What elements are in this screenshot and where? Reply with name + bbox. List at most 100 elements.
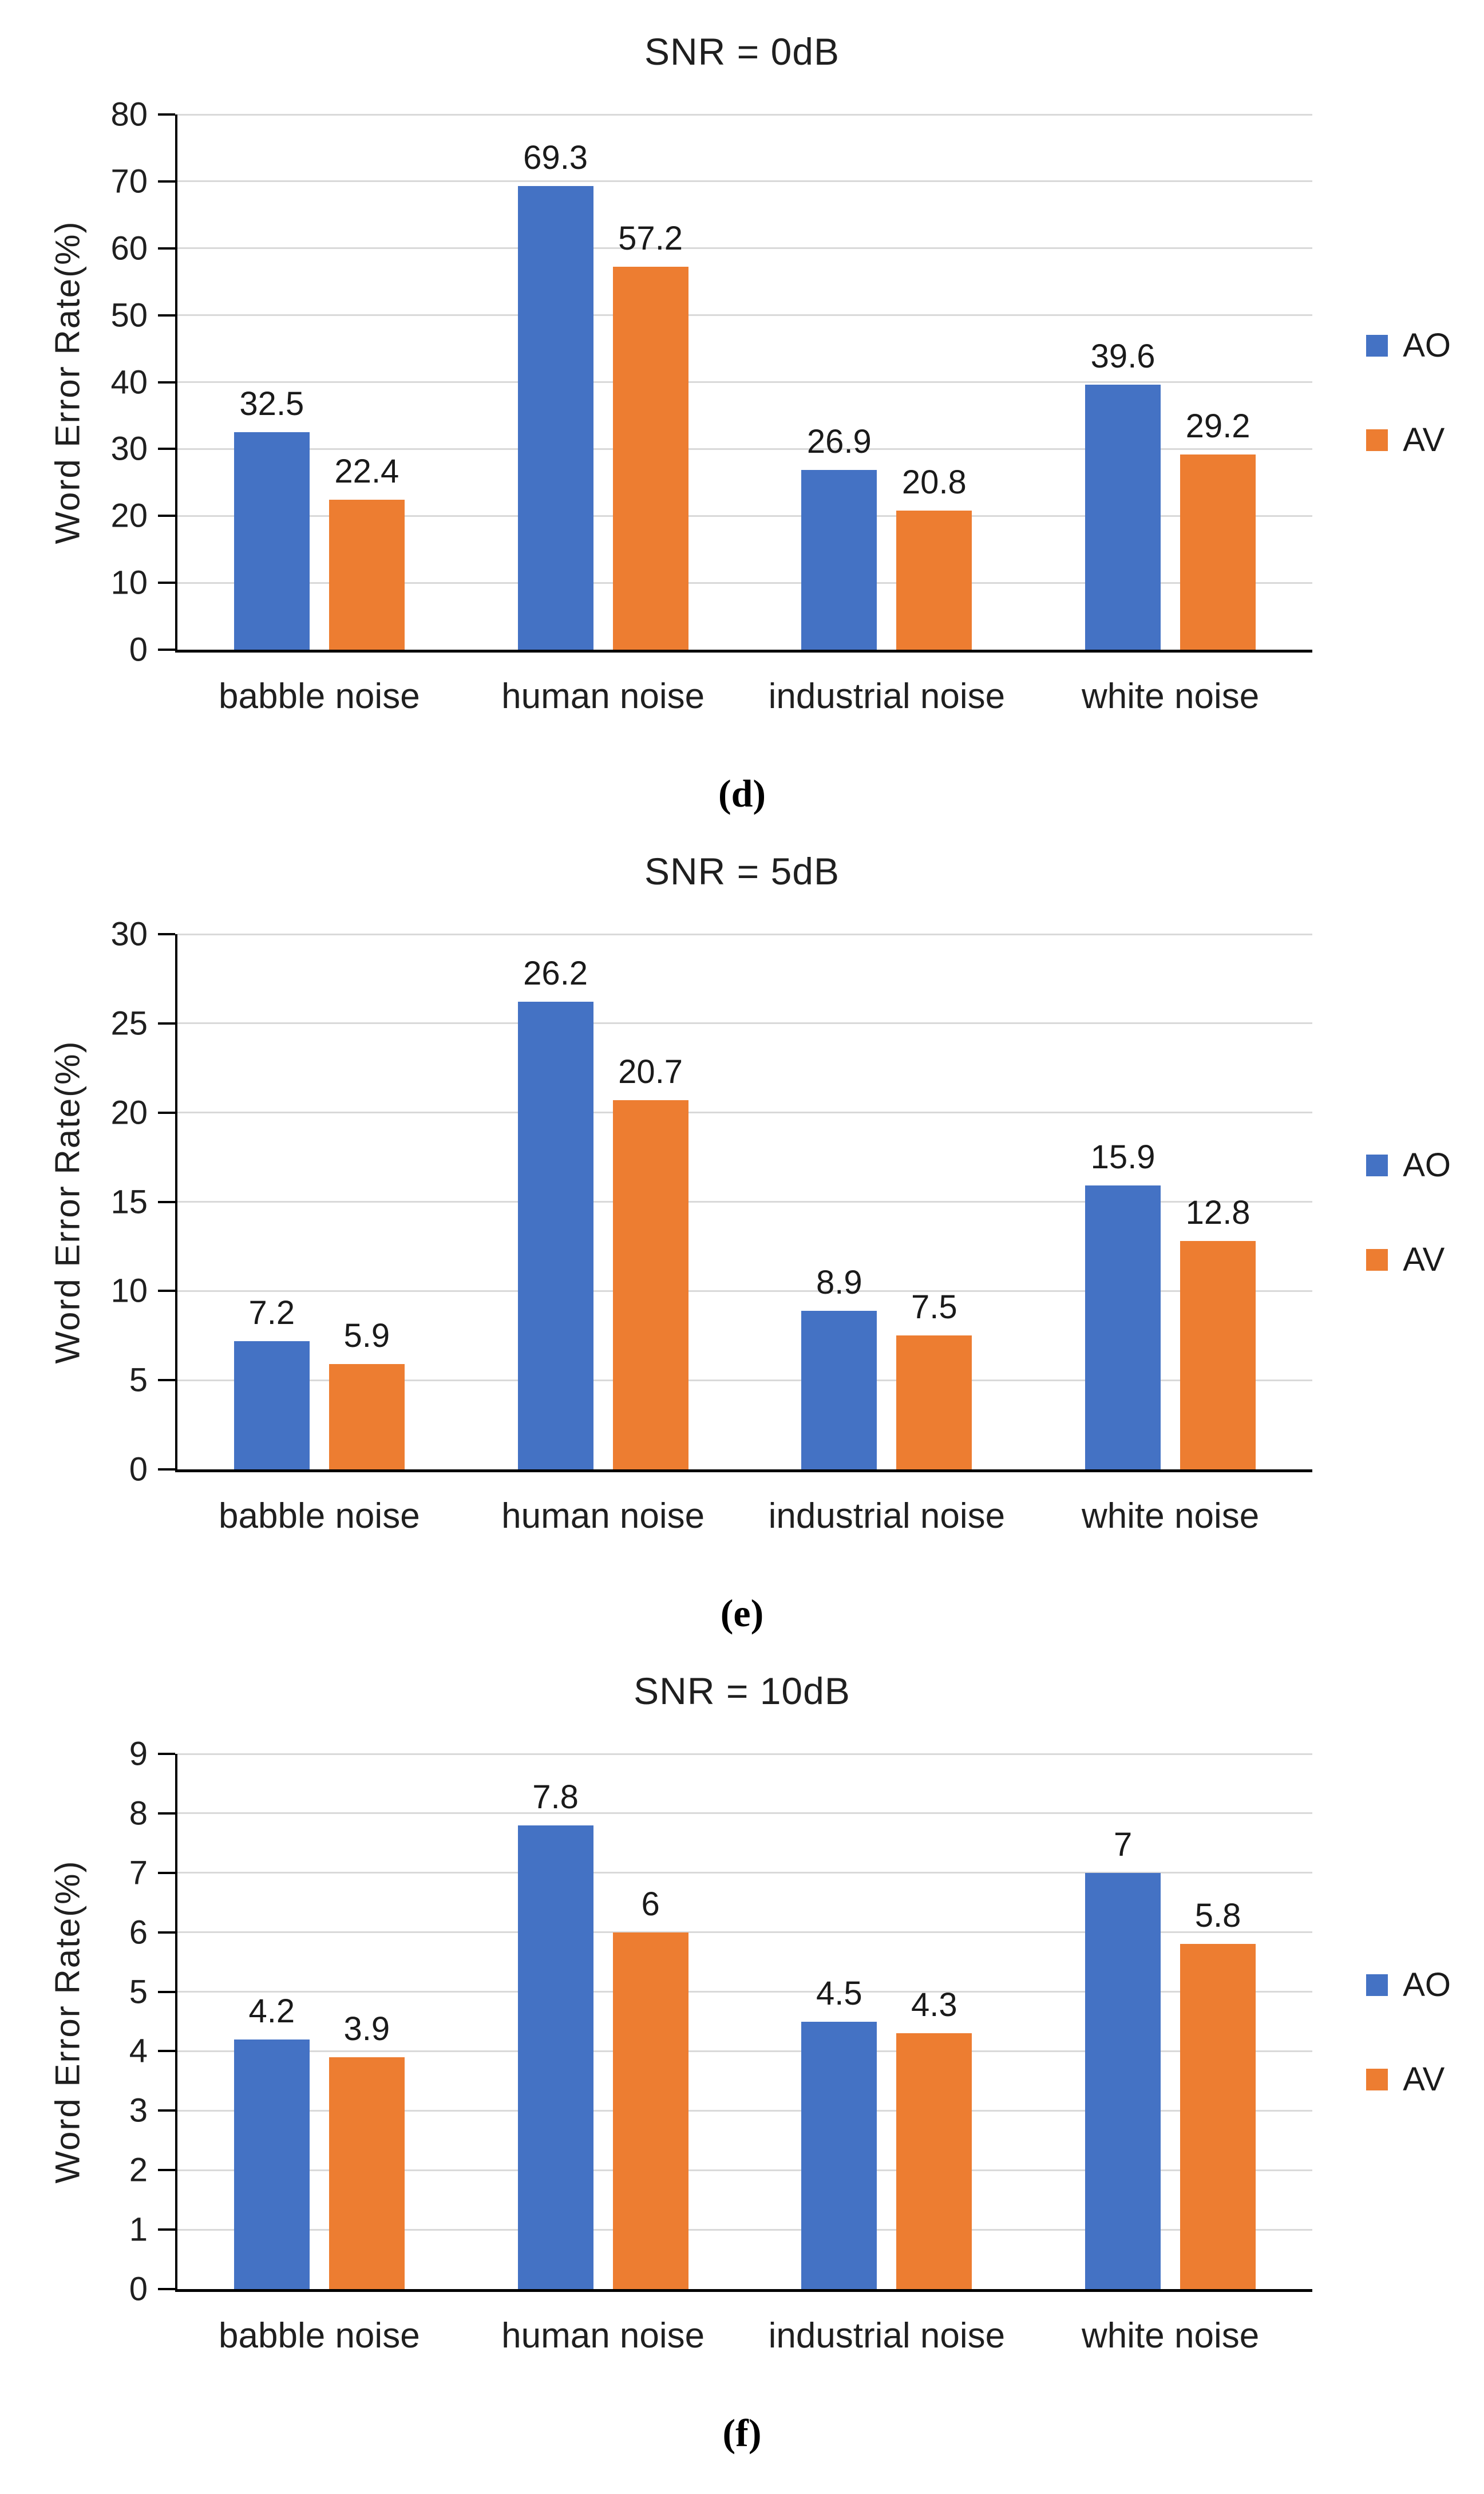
bar-group-industrial-noise: 26.9 20.8 bbox=[745, 114, 1029, 650]
gridline-2 bbox=[177, 2169, 1312, 2171]
y-tick-mark-5 bbox=[158, 1379, 175, 1382]
chart-title: SNR = 10dB bbox=[634, 1670, 850, 1712]
x-category-label-industrial-noise: industrial noise bbox=[768, 1496, 1006, 1536]
bar-value-label: 7 bbox=[1113, 1825, 1133, 1863]
y-tick-mark-9 bbox=[158, 1753, 175, 1755]
bar-value-label: 6 bbox=[641, 1885, 660, 1923]
y-axis-title: Word Error Rate(%) bbox=[48, 220, 87, 544]
bar-value-label: 7.5 bbox=[911, 1288, 957, 1326]
bar-av-industrial-noise: 7.5 bbox=[896, 1288, 972, 1469]
y-tick-label-8: 8 bbox=[129, 1795, 148, 1832]
legend-label-av: AV bbox=[1403, 1241, 1445, 1279]
bar-ao-human-noise: 7.8 bbox=[517, 1778, 593, 2289]
y-tick-mark-60 bbox=[158, 247, 175, 250]
y-tick-mark-0 bbox=[158, 1468, 175, 1471]
gridline-25 bbox=[177, 1022, 1312, 1025]
y-axis-line bbox=[175, 1754, 177, 2289]
y-tick-label-20: 20 bbox=[110, 1094, 148, 1132]
chart-title: SNR = 0dB bbox=[644, 30, 840, 73]
y-tick-mark-20 bbox=[158, 515, 175, 517]
gridline-70 bbox=[177, 180, 1312, 183]
y-tick-label-4: 4 bbox=[129, 2032, 148, 2070]
y-tick-mark-0 bbox=[158, 649, 175, 651]
plot-area: 0 10 20 30 40 50 60 70 80 32.5 22.4 69.3 57.2 26.9 20.… bbox=[110, 96, 1312, 669]
chart-title: SNR = 5dB bbox=[644, 850, 840, 892]
y-tick-label-7: 7 bbox=[129, 1854, 148, 1892]
y-tick-label-50: 50 bbox=[110, 297, 148, 334]
y-tick-mark-10 bbox=[158, 1290, 175, 1293]
bar-av-white-noise: 12.8 bbox=[1180, 1194, 1256, 1469]
y-tick-label-10: 10 bbox=[110, 1272, 148, 1310]
bar-ao-human-noise: 69.3 bbox=[517, 139, 593, 650]
y-tick-mark-0 bbox=[158, 2288, 175, 2290]
y-tick-mark-6 bbox=[158, 1931, 175, 1934]
gridline-4 bbox=[177, 2050, 1312, 2052]
bar-value-label: 32.5 bbox=[239, 385, 304, 423]
y-tick-mark-4 bbox=[158, 2050, 175, 2053]
bar-value-label: 22.4 bbox=[334, 453, 399, 491]
gridline-20 bbox=[177, 1112, 1312, 1114]
chart-panel-d: SNR = 0dB Word Error Rate(%) 0 10 20 30 40 50… bbox=[0, 0, 1484, 820]
x-category-label-babble-noise: babble noise bbox=[219, 677, 420, 716]
bar-ao-white-noise: 39.6 bbox=[1085, 338, 1161, 650]
bar-ao-babble-noise: 4.2 bbox=[234, 1993, 310, 2289]
bar-group-human-noise: 69.3 57.2 bbox=[461, 114, 745, 650]
bar-groups: 7.2 5.9 26.2 20.7 8.9 7.5 15.9 12.8 bbox=[177, 934, 1312, 1469]
bar-group-babble-noise: 7.2 5.9 bbox=[177, 934, 461, 1469]
x-category-label-white-noise: white noise bbox=[1082, 677, 1260, 716]
bar-group-white-noise: 15.9 12.8 bbox=[1028, 934, 1312, 1469]
bar-group-babble-noise: 32.5 22.4 bbox=[177, 114, 461, 650]
bar-av-babble-noise: 3.9 bbox=[329, 2010, 405, 2289]
y-tick-label-9: 9 bbox=[129, 1735, 148, 1773]
bar-value-label: 4.2 bbox=[248, 1992, 295, 2030]
bar-value-label: 5.9 bbox=[343, 1317, 390, 1355]
y-tick-label-60: 60 bbox=[110, 230, 148, 267]
x-axis-line bbox=[175, 650, 1312, 653]
bar-ao-human-noise: 26.2 bbox=[517, 955, 593, 1469]
y-axis-title: Word Error Rate(%) bbox=[48, 1860, 87, 2183]
y-tick-label-10: 10 bbox=[110, 564, 148, 602]
gridline-30 bbox=[177, 448, 1312, 450]
bar-group-human-noise: 7.8 6 bbox=[461, 1754, 745, 2289]
gridline-9 bbox=[177, 1753, 1312, 1755]
x-category-label-human-noise: human noise bbox=[501, 677, 705, 716]
bar-ao-industrial-noise: 8.9 bbox=[801, 1264, 877, 1469]
x-category-label-babble-noise: babble noise bbox=[219, 2316, 420, 2355]
bar-group-industrial-noise: 8.9 7.5 bbox=[745, 934, 1029, 1469]
bar-ao-industrial-noise: 4.5 bbox=[801, 1975, 877, 2289]
y-tick-mark-10 bbox=[158, 582, 175, 584]
y-tick-label-30: 30 bbox=[110, 430, 148, 468]
bar-value-label: 8.9 bbox=[816, 1263, 862, 1301]
legend-swatch-ao bbox=[1366, 334, 1388, 357]
gridline-40 bbox=[177, 381, 1312, 383]
gridline-5 bbox=[177, 1379, 1312, 1381]
chart-panel-f: SNR = 10dB Word Error Rate(%) 0 1 2 3 4 5 6 7 8 9… bbox=[0, 1639, 1484, 2459]
bar-ao-babble-noise: 32.5 bbox=[234, 385, 310, 650]
panel-letter-e: (e) bbox=[720, 1591, 764, 1635]
legend: AO AV bbox=[1366, 1146, 1451, 1279]
legend-entry-ao: AO bbox=[1366, 1966, 1451, 2004]
bar-av-babble-noise: 22.4 bbox=[329, 453, 405, 650]
gridline-10 bbox=[177, 582, 1312, 584]
y-tick-label-0: 0 bbox=[129, 2270, 148, 2308]
bar-value-label: 12.8 bbox=[1185, 1194, 1250, 1232]
gridline-10 bbox=[177, 1290, 1312, 1292]
gridline-15 bbox=[177, 1201, 1312, 1203]
y-tick-label-70: 70 bbox=[110, 163, 148, 200]
y-tick-label-0: 0 bbox=[129, 631, 148, 669]
gridline-5 bbox=[177, 1991, 1312, 1993]
legend-swatch-ao bbox=[1366, 1974, 1388, 1996]
bar-av-white-noise: 5.8 bbox=[1180, 1897, 1256, 2289]
y-tick-mark-20 bbox=[158, 1111, 175, 1114]
y-tick-mark-8 bbox=[158, 1812, 175, 1815]
y-tick-mark-5 bbox=[158, 1990, 175, 1993]
legend-label-av: AV bbox=[1403, 421, 1445, 459]
legend-entry-av: AV bbox=[1366, 1240, 1451, 1279]
y-tick-label-3: 3 bbox=[129, 2092, 148, 2129]
bar-value-label: 15.9 bbox=[1090, 1139, 1155, 1176]
y-tick-label-40: 40 bbox=[110, 363, 148, 401]
gridline-20 bbox=[177, 515, 1312, 517]
gridline-30 bbox=[177, 933, 1312, 935]
gridline-8 bbox=[177, 1812, 1312, 1815]
bar-ao-white-noise: 7 bbox=[1085, 1826, 1161, 2289]
